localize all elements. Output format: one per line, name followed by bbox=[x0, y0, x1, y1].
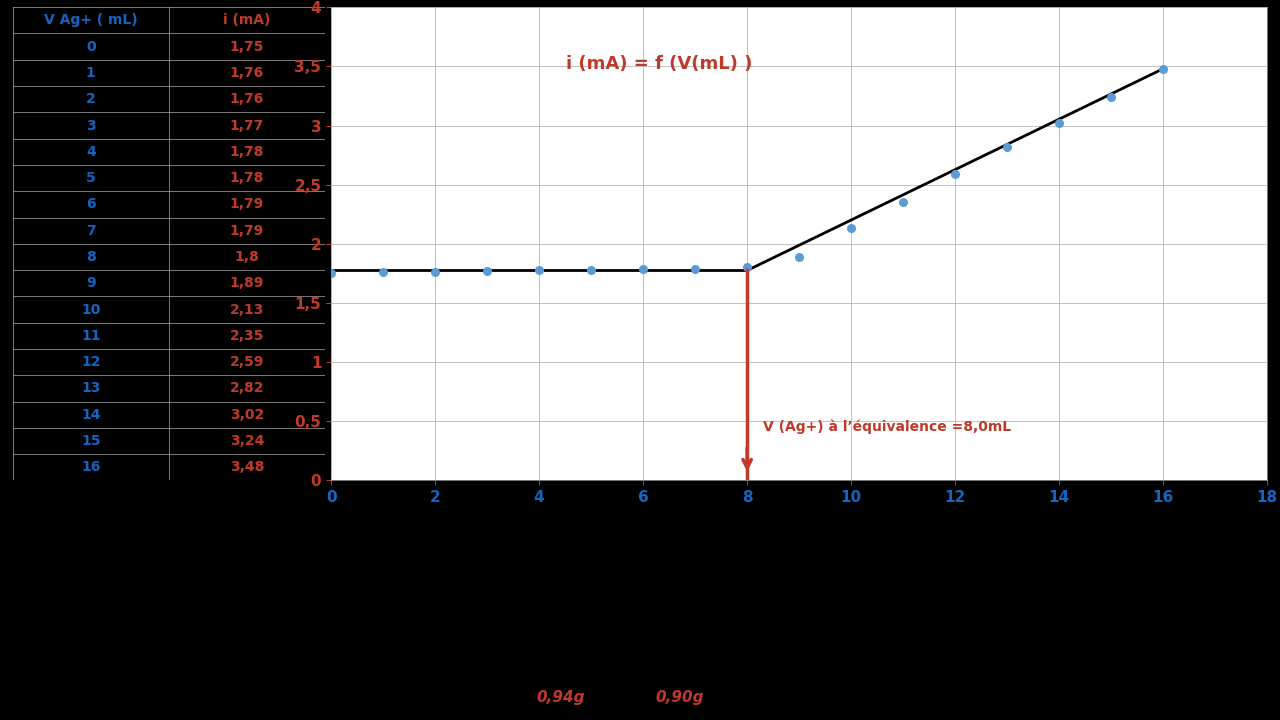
Text: Ag$^+$ + Cl$^-$ ----> AgCl: Ag$^+$ + Cl$^-$ ----> AgCl bbox=[543, 559, 737, 583]
Point bbox=[1101, 91, 1121, 103]
Text: 1,8: 1,8 bbox=[234, 250, 260, 264]
Point bbox=[737, 262, 758, 274]
Text: 15: 15 bbox=[81, 434, 101, 448]
Point bbox=[581, 264, 602, 276]
Text: 0,90g: 0,90g bbox=[655, 690, 704, 706]
Point bbox=[425, 266, 445, 278]
Text: 8: 8 bbox=[86, 250, 96, 264]
Text: 2,82: 2,82 bbox=[229, 382, 264, 395]
Point bbox=[372, 266, 393, 278]
Text: (Na$^+$ + Cl$^-$) + (Ag$^+$ +NO$_3^-$)  ----> AgCl + (Na$^+$ + NO$_3^-$): (Na$^+$ + Cl$^-$) + (Ag$^+$ +NO$_3^-$) -… bbox=[385, 515, 895, 539]
Text: 16: 16 bbox=[81, 460, 101, 474]
Text: sur étiquette: sur étiquette bbox=[704, 690, 822, 706]
Text: 2,35: 2,35 bbox=[229, 329, 264, 343]
Title: CONDUCTIMETRIE ET PRECIPITATION AgCl: CONDUCTIMETRIE ET PRECIPITATION AgCl bbox=[589, 0, 1010, 4]
Text: 7: 7 bbox=[86, 224, 96, 238]
Point bbox=[788, 251, 809, 263]
Text: 1,76: 1,76 bbox=[229, 92, 264, 107]
Text: i (mA) = f (V(mL) ): i (mA) = f (V(mL) ) bbox=[566, 55, 751, 73]
Text: /L  pour: /L pour bbox=[585, 690, 655, 706]
Text: 10: 10 bbox=[81, 302, 101, 317]
Text: V (Ag+) à l’équivalence =8,0mL: V (Ag+) à l’équivalence =8,0mL bbox=[763, 420, 1011, 434]
Text: 3: 3 bbox=[86, 119, 96, 132]
Point bbox=[893, 197, 914, 208]
Text: 1,76: 1,76 bbox=[229, 66, 264, 80]
Point bbox=[997, 141, 1018, 153]
Point bbox=[1048, 117, 1069, 129]
Text: i (mA): i (mA) bbox=[223, 14, 270, 27]
Text: n (Ag+) $_{\mathrm{Equivalence}}$ = 0,10mol/L*8,0mL=0,8mmol=n (Cl-) dans 50mL de: n (Ag+) $_{\mathrm{Equivalence}}$ = 0,10… bbox=[294, 600, 986, 622]
Text: 3,24: 3,24 bbox=[229, 434, 264, 448]
Text: 2,59: 2,59 bbox=[229, 355, 264, 369]
Point bbox=[477, 265, 498, 276]
Point bbox=[945, 168, 965, 180]
Text: V Ag+ ( mL): V Ag+ ( mL) bbox=[44, 14, 138, 27]
Text: 2: 2 bbox=[86, 92, 96, 107]
Text: 1,77: 1,77 bbox=[229, 119, 264, 132]
Text: 3,48: 3,48 bbox=[229, 460, 264, 474]
Text: 6: 6 bbox=[86, 197, 96, 212]
Text: 1,79: 1,79 bbox=[229, 197, 264, 212]
Text: 0,94g: 0,94g bbox=[536, 690, 585, 706]
Point bbox=[685, 263, 705, 274]
Text: 0: 0 bbox=[86, 40, 96, 53]
Text: 1,75: 1,75 bbox=[229, 40, 264, 53]
Point bbox=[1153, 63, 1174, 74]
Text: 13: 13 bbox=[81, 382, 101, 395]
Text: 1: 1 bbox=[86, 66, 96, 80]
Text: 2,13: 2,13 bbox=[229, 302, 264, 317]
Text: 5: 5 bbox=[86, 171, 96, 185]
Text: 3,02: 3,02 bbox=[229, 408, 264, 422]
Point bbox=[841, 222, 861, 234]
Text: C(Cl-)= 0,8mmol/50mL=0,016 mol/L=C/10  C=0,16mol/L  dans sérum: C(Cl-)= 0,8mmol/50mL=0,016 mol/L=C/10 C=… bbox=[348, 645, 932, 660]
Text: 4: 4 bbox=[86, 145, 96, 159]
Point bbox=[632, 263, 653, 274]
Text: 1,78: 1,78 bbox=[229, 145, 264, 159]
Text: 11: 11 bbox=[81, 329, 101, 343]
Text: 14: 14 bbox=[81, 408, 101, 422]
Text: m (NaCl) =58,5g/mol * 0,16 mol/L=: m (NaCl) =58,5g/mol * 0,16 mol/L= bbox=[238, 690, 536, 706]
Text: 1,78: 1,78 bbox=[229, 171, 264, 185]
Text: 9: 9 bbox=[86, 276, 96, 290]
Point bbox=[321, 268, 342, 279]
Point bbox=[529, 264, 549, 276]
Text: 1,79: 1,79 bbox=[229, 224, 264, 238]
Text: 1,89: 1,89 bbox=[229, 276, 264, 290]
Text: 12: 12 bbox=[81, 355, 101, 369]
